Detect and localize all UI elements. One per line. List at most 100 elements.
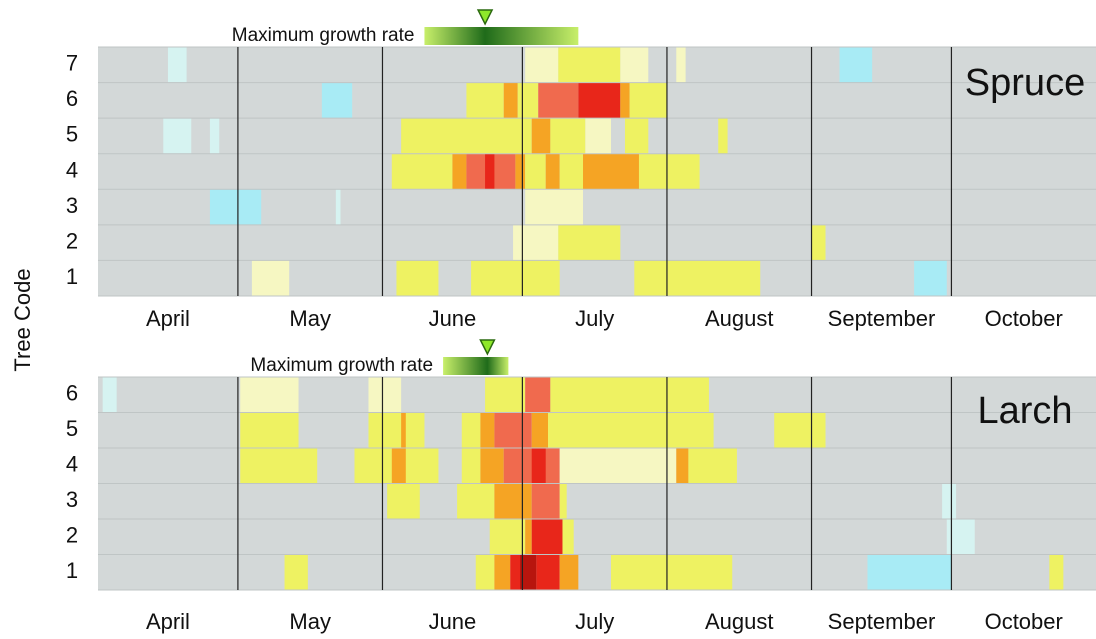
segment — [209, 118, 220, 154]
month-label: July — [575, 306, 614, 331]
segment — [471, 260, 560, 296]
annotation-text: Maximum growth rate — [250, 355, 433, 376]
segment — [620, 47, 649, 83]
segment — [240, 412, 299, 448]
month-label: October — [985, 306, 1063, 331]
segment — [629, 82, 667, 119]
row-label: 7 — [66, 51, 78, 76]
segment — [102, 377, 117, 413]
segment — [620, 82, 630, 119]
peak-marker — [479, 339, 496, 356]
segment — [475, 554, 495, 590]
segment — [209, 189, 262, 225]
segment — [536, 554, 560, 590]
segment — [688, 448, 737, 484]
segment — [517, 82, 539, 119]
segment — [401, 118, 532, 154]
segment — [251, 260, 290, 296]
month-label: August — [705, 609, 774, 634]
segment — [461, 448, 481, 484]
segment — [774, 412, 826, 448]
segment — [559, 554, 579, 590]
month-label: May — [289, 306, 331, 331]
segment — [676, 448, 689, 484]
segment — [558, 224, 621, 261]
segment — [520, 554, 537, 590]
segment — [466, 82, 504, 119]
month-label: April — [146, 609, 190, 634]
row-label: 1 — [66, 558, 78, 583]
row-label: 2 — [66, 523, 78, 548]
annotation-text: Maximum growth rate — [232, 25, 415, 46]
segment — [485, 377, 526, 413]
segment — [583, 153, 639, 190]
row-label: 4 — [66, 452, 78, 477]
segment — [585, 118, 611, 154]
month-label: April — [146, 306, 190, 331]
month-label: October — [985, 609, 1063, 634]
segment — [550, 377, 709, 413]
month-label: August — [705, 306, 774, 331]
month-label: September — [828, 306, 936, 331]
month-label: September — [828, 609, 936, 634]
segment — [240, 448, 318, 484]
segment — [321, 82, 353, 119]
segment — [457, 483, 495, 519]
segment — [396, 260, 439, 296]
segment — [401, 412, 406, 448]
row-label: 4 — [66, 157, 78, 182]
segment — [811, 224, 826, 261]
y-axis-label: Tree Code — [10, 268, 35, 371]
segment — [867, 554, 952, 590]
segment — [839, 47, 873, 83]
segment — [718, 118, 728, 154]
segment — [531, 483, 560, 519]
segment — [494, 554, 511, 590]
segment — [240, 377, 299, 413]
row-label: 3 — [66, 487, 78, 512]
panel-title: Larch — [977, 390, 1072, 432]
segment — [1049, 554, 1064, 590]
growth-bar — [443, 357, 509, 375]
segment — [610, 554, 733, 590]
segment — [531, 448, 546, 484]
row-label: 5 — [66, 416, 78, 441]
segment — [624, 118, 649, 154]
segment — [531, 519, 563, 555]
row-label: 6 — [66, 86, 78, 111]
growth-bar — [424, 27, 579, 45]
segment — [368, 412, 425, 448]
segment — [559, 448, 677, 484]
segment — [525, 153, 546, 190]
segment — [578, 82, 621, 119]
segment — [335, 189, 341, 225]
segment — [548, 412, 714, 448]
segment — [942, 483, 957, 519]
row-label: 3 — [66, 193, 78, 218]
segment — [525, 377, 551, 413]
segment — [387, 483, 420, 519]
month-label: June — [429, 306, 477, 331]
row-label: 1 — [66, 264, 78, 289]
segment — [525, 189, 584, 225]
segment — [515, 153, 526, 190]
segment — [914, 260, 947, 296]
segment — [452, 153, 467, 190]
segment — [638, 153, 700, 190]
segment — [391, 448, 406, 484]
segment — [480, 448, 504, 484]
segment — [489, 519, 526, 555]
month-label: June — [429, 609, 477, 634]
segment — [550, 118, 586, 154]
segment — [480, 412, 495, 448]
segment — [494, 412, 532, 448]
row-label: 6 — [66, 381, 78, 406]
segment — [167, 47, 187, 83]
panel-title: Spruce — [965, 62, 1085, 104]
segment — [531, 118, 551, 154]
segment — [525, 47, 559, 83]
segment — [503, 82, 518, 119]
segment — [461, 412, 481, 448]
segment — [525, 519, 532, 555]
